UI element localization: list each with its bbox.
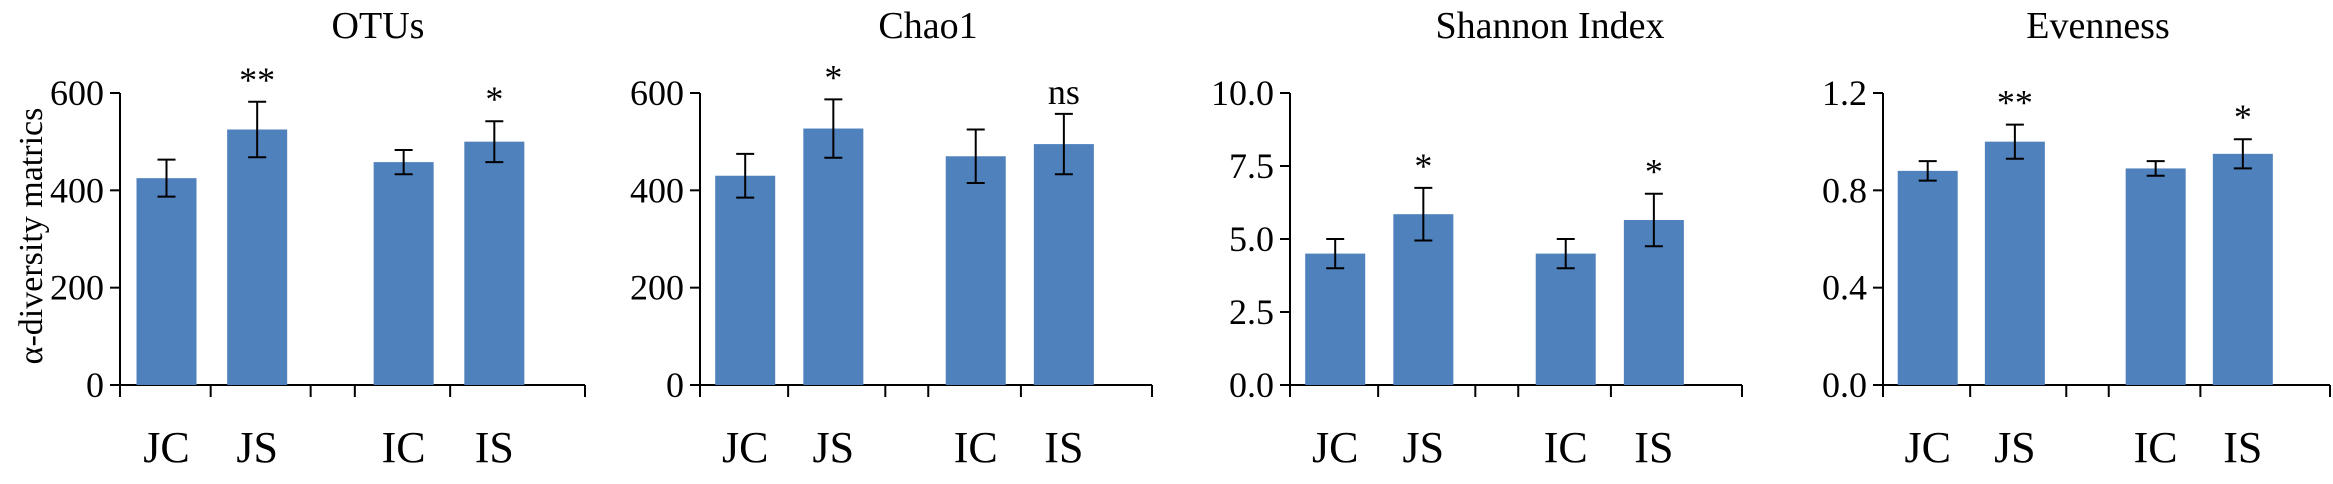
x-tick-label: IC [2134, 423, 2178, 472]
significance-label: * [2234, 97, 2252, 137]
y-tick-label: 2.5 [1229, 292, 1274, 332]
bar-js [1984, 141, 2045, 385]
y-tick-label: 200 [50, 268, 104, 308]
panel-title: Shannon Index [1435, 5, 1664, 47]
bar-ic [945, 156, 1006, 385]
bar-is [464, 141, 525, 385]
bar-jc [1305, 253, 1366, 385]
panel-title: Evenness [2026, 5, 2170, 47]
bar-js [227, 129, 288, 385]
y-tick-label: 0.8 [1822, 170, 1867, 210]
significance-label: * [485, 79, 503, 119]
x-tick-label: IS [2223, 423, 2262, 472]
y-tick-label: 200 [630, 268, 684, 308]
y-tick-label: 0 [666, 365, 684, 405]
x-tick-label: JC [1312, 423, 1358, 472]
y-tick-label: 7.5 [1229, 146, 1274, 186]
y-tick-label: 400 [630, 170, 684, 210]
bar-is [1033, 144, 1094, 385]
bar-js [803, 128, 864, 385]
bar-js [1393, 214, 1454, 385]
x-tick-label: IS [475, 423, 514, 472]
x-tick-label: JC [722, 423, 768, 472]
y-axis-label: α-diversity matrics [13, 108, 50, 365]
y-tick-label: 5.0 [1229, 219, 1274, 259]
y-tick-label: 0.4 [1822, 268, 1867, 308]
x-tick-label: IC [954, 423, 998, 472]
significance-label: * [1414, 146, 1432, 186]
y-tick-label: 600 [630, 73, 684, 113]
x-tick-label: IC [1544, 423, 1588, 472]
y-tick-label: 0.0 [1229, 365, 1274, 405]
x-tick-label: JS [1403, 423, 1445, 472]
x-tick-label: IC [382, 423, 426, 472]
y-tick-label: 0 [86, 365, 104, 405]
bar-ic [2125, 168, 2186, 385]
y-tick-label: 0.0 [1822, 365, 1867, 405]
x-tick-label: JC [1904, 423, 1950, 472]
bar-is [2212, 153, 2273, 385]
bar-jc [1897, 170, 1958, 385]
y-tick-label: 600 [50, 73, 104, 113]
y-tick-label: 10.0 [1211, 73, 1274, 113]
x-tick-label: IS [1044, 423, 1083, 472]
y-tick-label: 400 [50, 170, 104, 210]
bar-is [1623, 220, 1684, 385]
significance-label: * [824, 57, 842, 97]
panel-title: Chao1 [878, 5, 977, 47]
significance-label: ** [239, 60, 275, 100]
x-tick-label: JC [143, 423, 189, 472]
significance-label: ns [1048, 72, 1080, 112]
bar-ic [1535, 253, 1596, 385]
bar-jc [715, 175, 776, 385]
y-tick-label: 1.2 [1822, 73, 1867, 113]
bar-jc [136, 178, 197, 385]
x-tick-label: JS [1994, 423, 2036, 472]
bar-ic [373, 162, 434, 385]
panel-title: OTUs [332, 5, 425, 47]
x-tick-label: JS [813, 423, 855, 472]
significance-label: * [1645, 152, 1663, 192]
x-tick-label: JS [236, 423, 278, 472]
significance-label: ** [1997, 83, 2033, 123]
x-tick-label: IS [1634, 423, 1673, 472]
